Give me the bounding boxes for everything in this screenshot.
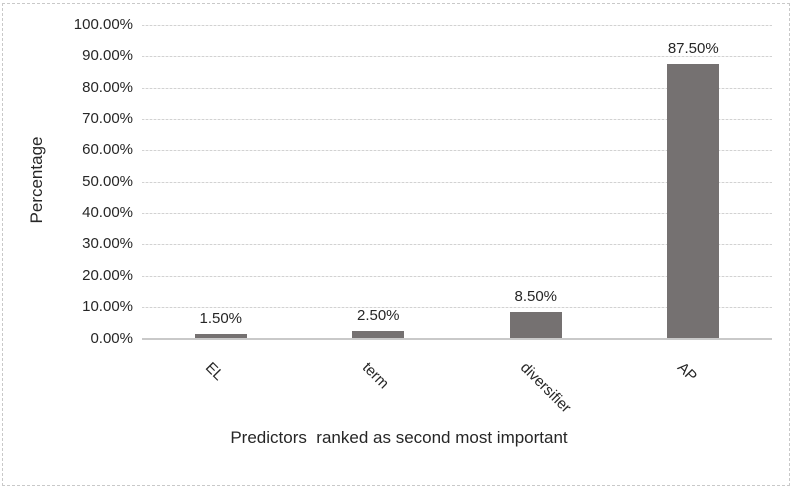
y-gridline bbox=[142, 150, 772, 152]
y-axis-title: Percentage bbox=[27, 136, 46, 224]
y-gridline bbox=[142, 307, 772, 309]
x-axis-line bbox=[142, 338, 772, 340]
y-tick-label: 10.00% bbox=[82, 298, 133, 316]
y-gridline bbox=[142, 275, 772, 277]
y-gridline bbox=[142, 25, 772, 26]
y-tick-label: 0.00% bbox=[90, 329, 133, 347]
y-gridline bbox=[142, 181, 772, 183]
y-gridline bbox=[142, 119, 772, 121]
bar bbox=[352, 330, 405, 339]
y-tick-label: 30.00% bbox=[82, 235, 133, 253]
y-tick-label: 70.00% bbox=[82, 110, 133, 128]
y-tick-label: 100.00% bbox=[73, 16, 133, 33]
bar bbox=[194, 333, 247, 339]
bar bbox=[667, 64, 720, 339]
category-label: diversifier bbox=[516, 359, 575, 417]
category-label: EL bbox=[201, 359, 227, 385]
bar bbox=[509, 311, 562, 339]
y-tick-label: 90.00% bbox=[82, 47, 133, 65]
y-tick-label: 50.00% bbox=[82, 172, 133, 190]
bar-value-label: 87.50% bbox=[667, 40, 719, 58]
bar-value-label: 2.50% bbox=[356, 306, 400, 324]
y-gridline bbox=[142, 213, 772, 215]
y-gridline bbox=[142, 56, 772, 58]
y-tick-label: 80.00% bbox=[82, 78, 133, 96]
category-label: term bbox=[359, 359, 393, 393]
bar-value-label: 8.50% bbox=[514, 287, 558, 305]
y-gridline bbox=[142, 87, 772, 89]
bar-value-label: 1.50% bbox=[199, 309, 243, 327]
y-tick-label: 40.00% bbox=[82, 204, 133, 222]
y-gridline bbox=[142, 244, 772, 246]
x-axis-title: Predictors ranked as second most importa… bbox=[230, 428, 568, 447]
y-tick-label: 60.00% bbox=[82, 141, 133, 159]
category-label: AP bbox=[674, 359, 701, 386]
y-tick-label: 20.00% bbox=[82, 266, 133, 284]
